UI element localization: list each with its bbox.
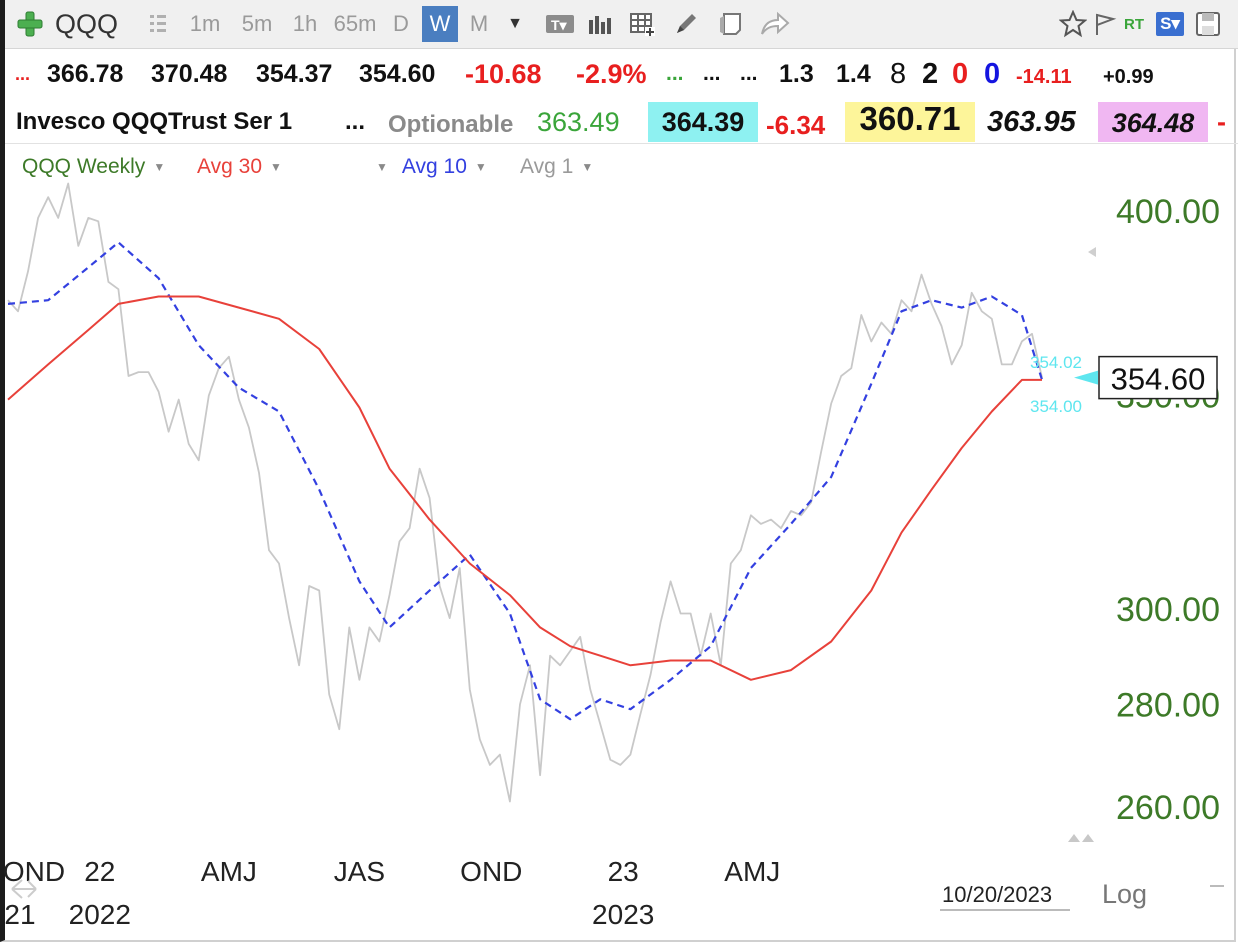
info-price-5: 363.95: [987, 106, 1076, 138]
quote-close: 354.60: [359, 60, 436, 88]
s-menu-button[interactable]: S▾: [1153, 6, 1187, 42]
timeframe-5m[interactable]: 5m: [241, 11, 273, 36]
last-price-pointer: [1074, 370, 1098, 385]
scroll-up-icon[interactable]: [1088, 247, 1096, 257]
y-tick-label: 260.00: [1116, 789, 1220, 827]
chevron-down-icon: ▼: [581, 160, 594, 175]
y-tick-label: 400.00: [1116, 193, 1220, 231]
x-year-label: 2023: [592, 899, 654, 930]
quote-count-2: 2: [922, 58, 939, 90]
svg-text:T▾: T▾: [551, 17, 568, 33]
timeframe-m[interactable]: M: [469, 11, 489, 36]
s-menu-label: S▾: [1156, 12, 1184, 36]
instrument-name: Invesco QQQTrust Ser 1: [16, 108, 293, 135]
last-price-box: [1098, 355, 1218, 400]
realtime-badge[interactable]: RT: [1124, 15, 1144, 33]
quote-diff-1: -14.11: [1016, 66, 1072, 88]
add-symbol-icon[interactable]: [15, 6, 45, 42]
chevron-down-icon: ▼: [474, 160, 487, 175]
x-tick-label: AMJ: [201, 856, 257, 887]
avg10-series-line: [7, 241, 1044, 721]
quote-row: ... 366.78 370.48 354.37 354.60 -10.68 -…: [5, 54, 1238, 94]
chevron-down-icon: ▼: [376, 160, 388, 175]
chart-toolbar: QQQ 1m 5m 1h 65m D W M ▼ T▾ RT S▾: [5, 0, 1238, 49]
legend-weekly-label: QQQ Weekly: [22, 155, 146, 178]
x-tick-label: JAS: [334, 856, 385, 887]
avg30-value-marker: 354.00: [1030, 397, 1082, 416]
star-icon[interactable]: [1057, 6, 1089, 42]
timeframe-dropdown-icon[interactable]: ▼: [507, 15, 523, 32]
log-scale-toggle[interactable]: Log: [1102, 879, 1147, 909]
quote-open: 366.78: [47, 60, 124, 88]
quote-count-4: 0: [984, 58, 1001, 90]
legend-avg10-label: Avg 10: [401, 155, 467, 178]
y-tick-label: 300.00: [1116, 591, 1220, 629]
optionable-label: Optionable: [388, 111, 514, 138]
info-price-6: 364.48: [1098, 102, 1208, 142]
flag-icon[interactable]: [1091, 6, 1119, 42]
scroll-arrows-icon[interactable]: [11, 879, 37, 899]
text-toggle-icon[interactable]: T▾: [543, 6, 577, 42]
quote-value-1: 1.3: [779, 60, 814, 88]
info-price-7: -: [1217, 107, 1226, 137]
quote-count-3: 0: [952, 58, 969, 90]
info-price-2: 364.39: [648, 102, 758, 142]
legend-avg10[interactable]: ▼ Avg 10 ▼: [376, 150, 487, 184]
quote-count-1: 8: [890, 58, 907, 90]
info-change: -6.34: [766, 110, 826, 140]
quote-lead: ...: [15, 64, 31, 84]
legend-weekly[interactable]: QQQ Weekly ▼: [22, 150, 165, 184]
timeframe-65m[interactable]: 65m: [333, 11, 377, 36]
info-price-1: 363.49: [537, 107, 620, 137]
symbol-label[interactable]: QQQ: [55, 8, 119, 39]
drag-handle-icon[interactable]: [141, 6, 175, 42]
quote-pct: -2.9%: [576, 59, 647, 89]
last-price-label: 354.60: [1111, 362, 1206, 397]
date-footer[interactable]: 10/20/2023: [942, 882, 1052, 907]
timeframe-1m[interactable]: 1m: [189, 11, 221, 36]
x-tick-label: AMJ: [724, 856, 780, 887]
header-divider: [5, 143, 1238, 144]
table-icon[interactable]: [625, 6, 659, 42]
legend-avg30[interactable]: Avg 30 ▼: [197, 150, 282, 184]
x-tick-label: OND: [460, 856, 522, 887]
timeframe-1h[interactable]: 1h: [292, 11, 318, 36]
price-series-line: [7, 182, 1043, 803]
quote-dots-b: ...: [740, 62, 758, 85]
legend-avg30-label: Avg 30: [197, 155, 262, 178]
timeframe-d[interactable]: D: [393, 11, 409, 36]
x-tick-label: OND: [3, 856, 65, 887]
x-year-label: 21: [4, 899, 35, 930]
bar-chart-icon[interactable]: [583, 6, 617, 42]
legend-avg1-label: Avg 1: [520, 155, 574, 178]
x-tick-label: 22: [84, 856, 115, 887]
quote-dots-green: ...: [666, 62, 684, 85]
chevron-down-icon: ▼: [153, 160, 166, 175]
avg30-series-line: [7, 295, 1042, 681]
save-icon[interactable]: [1191, 6, 1225, 42]
info-price-4: 360.71: [845, 102, 975, 142]
notes-icon[interactable]: [713, 6, 747, 42]
quote-high: 370.48: [151, 60, 228, 88]
chevron-down-icon: ▼: [270, 160, 282, 175]
collapse-icon[interactable]: [1068, 834, 1094, 842]
legend-avg1[interactable]: Avg 1 ▼: [520, 150, 593, 184]
x-year-label: 2022: [69, 899, 131, 930]
info-row: Invesco QQQTrust Ser 1 ... Optionable 36…: [5, 102, 1238, 142]
info-dots: ...: [345, 108, 366, 135]
quote-change: -10.68: [465, 59, 542, 89]
x-tick-label: 23: [608, 856, 639, 887]
quote-diff-2: +0.99: [1103, 66, 1154, 88]
avg10-value-marker: 354.02: [1030, 353, 1082, 372]
pencil-icon[interactable]: [669, 6, 703, 42]
y-tick-label: 280.00: [1116, 686, 1220, 724]
quote-value-2: 1.4: [836, 60, 871, 88]
timeframe-w[interactable]: W: [422, 6, 458, 42]
quote-dots-a: ...: [703, 62, 721, 85]
quote-low: 354.37: [256, 60, 333, 88]
share-icon[interactable]: [755, 6, 793, 42]
